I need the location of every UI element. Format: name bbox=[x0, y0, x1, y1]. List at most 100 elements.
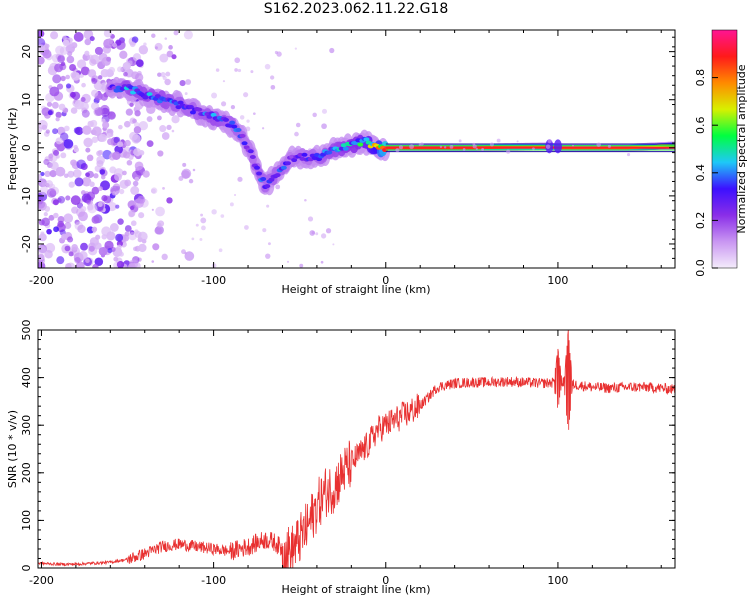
noise-blob bbox=[92, 263, 99, 268]
noise-blob bbox=[126, 159, 133, 166]
y-tick-label: 0 bbox=[20, 565, 33, 572]
noise-blob bbox=[73, 144, 78, 150]
noise-blob bbox=[124, 225, 132, 232]
ridge-core bbox=[235, 128, 242, 133]
noise-blob bbox=[107, 111, 116, 120]
colorbar-tick-label: 0.0 bbox=[694, 259, 707, 277]
noise-blob bbox=[234, 57, 241, 64]
ridge-core bbox=[229, 120, 236, 125]
noise-blob bbox=[119, 179, 129, 189]
noise-blob bbox=[41, 217, 50, 227]
noise-blob bbox=[46, 228, 52, 235]
noise-blob bbox=[199, 237, 203, 241]
noise-blob bbox=[286, 260, 290, 263]
noise-blob bbox=[80, 96, 86, 103]
noise-blob bbox=[109, 223, 119, 232]
noise-blob bbox=[161, 132, 170, 140]
noise-blob bbox=[112, 42, 118, 48]
noise-blob bbox=[124, 139, 131, 147]
noise-blob bbox=[449, 144, 454, 149]
ridge-core bbox=[247, 149, 254, 154]
noise-blob bbox=[38, 233, 47, 242]
noise-blob bbox=[65, 74, 70, 80]
noise-blob bbox=[125, 108, 133, 116]
noise-blob bbox=[117, 141, 124, 148]
noise-blob bbox=[200, 213, 204, 217]
noise-blob bbox=[102, 121, 110, 129]
noise-blob bbox=[68, 181, 75, 188]
noise-blob bbox=[58, 103, 66, 111]
noise-blob bbox=[117, 218, 124, 225]
noise-blob bbox=[162, 186, 165, 190]
noise-blob bbox=[164, 78, 171, 86]
spectrogram-x-label: Height of straight line (km) bbox=[281, 283, 430, 296]
x-tick-label: -200 bbox=[29, 574, 54, 587]
noise-blob bbox=[138, 212, 145, 219]
noise-blob bbox=[320, 233, 327, 239]
noise-blob bbox=[43, 158, 50, 166]
noise-blob bbox=[304, 198, 307, 202]
ridge-core bbox=[249, 154, 256, 159]
ridge-core bbox=[280, 165, 287, 170]
noise-blob bbox=[80, 66, 90, 76]
noise-blob bbox=[211, 92, 218, 99]
snr-y-label: SNR (10 * v/v) bbox=[6, 410, 19, 488]
noise-blob bbox=[146, 116, 153, 122]
noise-blob bbox=[38, 56, 45, 65]
noise-blob bbox=[55, 166, 66, 177]
noise-blob bbox=[132, 180, 139, 187]
noise-blob bbox=[131, 36, 139, 43]
noise-blob bbox=[86, 199, 91, 205]
noise-blob bbox=[59, 46, 69, 55]
noise-blob bbox=[164, 37, 168, 40]
noise-blob bbox=[112, 191, 117, 196]
noise-blob bbox=[506, 149, 511, 154]
noise-blob bbox=[151, 208, 154, 211]
noise-blob bbox=[77, 224, 86, 234]
noise-blob bbox=[98, 133, 107, 143]
noise-blob bbox=[62, 39, 70, 47]
noise-blob bbox=[87, 203, 98, 214]
colorbar-tick-label: 0.6 bbox=[694, 116, 707, 134]
noise-blob bbox=[41, 124, 48, 131]
noise-blob bbox=[87, 54, 94, 61]
spectrogram-y-label: Frequency (Hz) bbox=[6, 108, 19, 191]
noise-blob bbox=[496, 138, 501, 143]
noise-blob bbox=[182, 162, 187, 167]
noise-blob bbox=[49, 169, 57, 178]
noise-blob bbox=[320, 260, 324, 264]
noise-blob bbox=[74, 100, 84, 110]
noise-blob bbox=[218, 248, 223, 253]
noise-blob bbox=[243, 92, 249, 98]
noise-blob bbox=[74, 177, 84, 187]
noise-blob bbox=[152, 243, 160, 251]
noise-blob bbox=[101, 226, 112, 237]
noise-blob bbox=[107, 37, 114, 44]
ridge-core bbox=[291, 158, 298, 163]
noise-blob bbox=[151, 33, 156, 38]
noise-blob bbox=[128, 154, 134, 160]
noise-blob bbox=[44, 170, 51, 178]
noise-blob bbox=[156, 115, 162, 121]
noise-blob bbox=[237, 176, 243, 182]
noise-blob bbox=[66, 55, 75, 64]
colorbar-ticks: 0.0 0.2 0.4 0.6 0.8 bbox=[694, 69, 718, 277]
ridge-core bbox=[241, 141, 248, 146]
ridge-core bbox=[342, 146, 349, 151]
ridge-core bbox=[187, 104, 194, 109]
noise-blob bbox=[161, 253, 168, 261]
noise-blob bbox=[114, 173, 122, 181]
noise-blob bbox=[115, 233, 124, 242]
noise-blob bbox=[115, 39, 122, 46]
ridge-core bbox=[154, 94, 161, 99]
noise-blob bbox=[132, 246, 138, 252]
noise-blob bbox=[91, 89, 99, 97]
noise-blob bbox=[395, 148, 400, 153]
noise-blob bbox=[294, 47, 297, 50]
noise-blob bbox=[50, 31, 59, 40]
noise-blob bbox=[134, 73, 144, 82]
snr-panel: -200 -100 0 100 0 100 200 300 400 500 Height of … bbox=[6, 320, 676, 596]
noise-blob bbox=[160, 72, 166, 78]
ridge-core bbox=[260, 177, 267, 182]
